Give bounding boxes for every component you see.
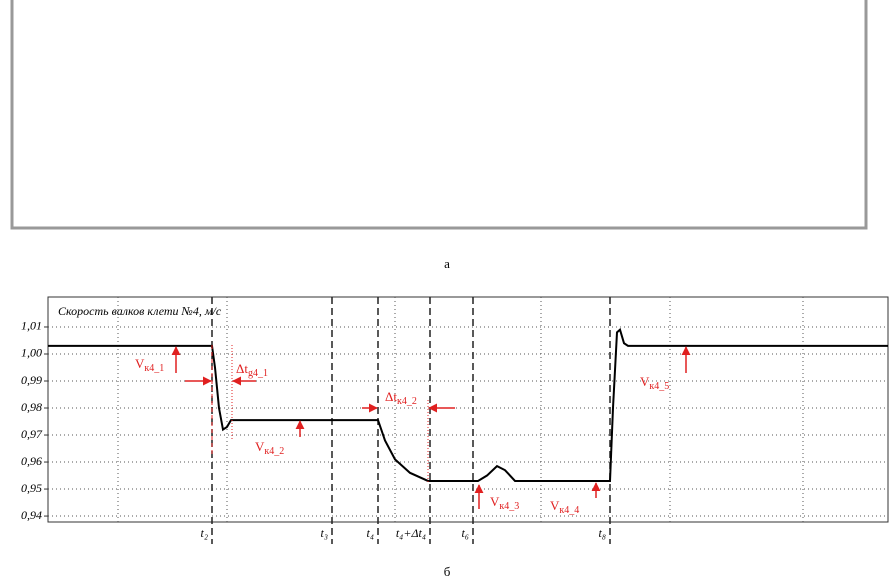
- annotation: Vк4_2: [255, 439, 284, 457]
- y-tick-label: 1,00: [21, 346, 42, 360]
- annotation-sub: g4_1: [248, 368, 268, 379]
- chart-title: Скорость валков клети №4, м/с: [58, 304, 222, 318]
- event-label: t₄+Δt₄: [396, 526, 426, 540]
- panel-a-frame: [10, 0, 868, 230]
- annotation-sub: к4_4: [559, 505, 579, 516]
- annotation: Δtк4_2: [385, 389, 417, 407]
- annotation: Vк4_3: [490, 494, 519, 512]
- annotation-main: Δt: [385, 389, 397, 404]
- annotation-main: V: [490, 494, 500, 509]
- annotation-main: V: [550, 498, 560, 513]
- y-tick-label: 0,95: [21, 481, 42, 495]
- event-label: t₄: [366, 526, 374, 540]
- annotation-sub: к4_2: [397, 396, 417, 407]
- panel-label: а: [444, 256, 450, 271]
- annotation-sub: к4_3: [499, 501, 519, 512]
- line: [48, 327, 888, 482]
- annotation-sub: к4_5: [649, 381, 669, 392]
- plot-frame: [47, 296, 889, 523]
- annotation-main: Δt: [236, 361, 248, 376]
- annotation-sub: к4_1: [144, 363, 164, 374]
- y-tick-label: 0,98: [21, 400, 42, 414]
- event-label: t₆: [461, 526, 469, 540]
- y-tick-label: 0,97: [21, 427, 43, 441]
- annotation: Vк4_5: [640, 374, 669, 392]
- event-label: t₂: [200, 526, 208, 540]
- annotation-main: V: [640, 374, 650, 389]
- annotation-main: V: [255, 439, 265, 454]
- y-tick-label: 1,01: [21, 319, 42, 333]
- annotation: Vк4_4: [550, 498, 579, 516]
- annotation: Vк4_1: [135, 356, 164, 374]
- panel-label: б: [444, 564, 451, 579]
- annotation: Δtg4_1: [236, 361, 268, 379]
- event-label: t₈: [598, 526, 606, 540]
- y-tick-label: 0,96: [21, 454, 42, 468]
- annotation-sub: к4_2: [264, 446, 284, 457]
- annotation-main: V: [135, 356, 145, 371]
- event-label: t₃: [320, 526, 328, 540]
- y-tick-label: 0,94: [21, 508, 42, 522]
- y-tick-label: 0,99: [21, 373, 42, 387]
